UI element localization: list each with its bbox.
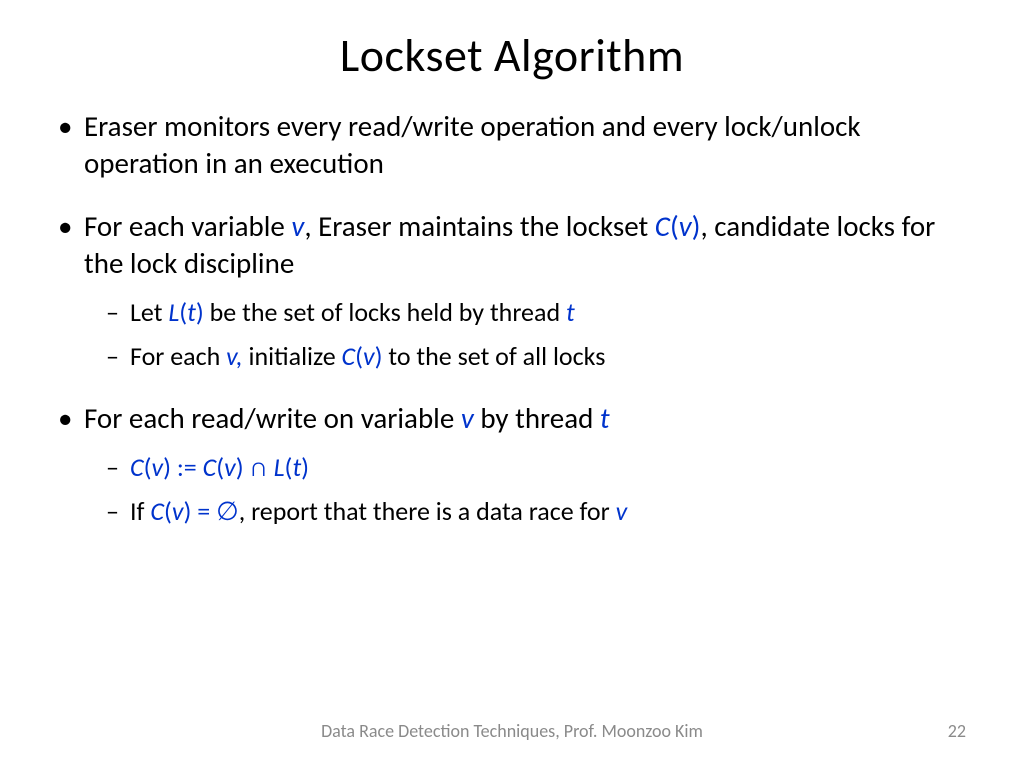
bullet-3: For each read/write on variable v by thr… <box>50 400 974 529</box>
b3s1-pc1: ) <box>163 451 171 483</box>
page-number: 22 <box>948 720 966 742</box>
b3s2-v: v <box>172 495 184 527</box>
bullet-1-text: Eraser monitors every read/write operati… <box>84 108 861 181</box>
b2s1-po: ( <box>179 296 187 328</box>
bullet-2-sub-1: Let L(t) be the set of locks held by thr… <box>84 296 974 330</box>
b3s1-v2: v <box>224 451 236 483</box>
b2s1-t: t <box>187 296 196 328</box>
b3s1-pc2: ) <box>236 451 244 483</box>
b2s2-pre: For each <box>130 340 226 372</box>
b3s2-empty: ∅ <box>216 495 239 527</box>
b3-t: t <box>600 400 610 436</box>
b2s1-pc: ) <box>196 296 204 328</box>
b3-v: v <box>461 400 474 436</box>
b2s2-pc: ) <box>375 340 383 372</box>
b3-pre: For each read/write on variable <box>84 400 461 436</box>
b2s2-mid: initialize <box>243 340 342 372</box>
footer-text: Data Race Detection Techniques, Prof. Mo… <box>0 720 1024 742</box>
b2s1-t2: t <box>566 296 575 328</box>
b3s2-pre: If <box>130 495 150 527</box>
b2-C: C <box>655 208 670 244</box>
bullet-2: For each variable v, Eraser maintains th… <box>50 208 974 374</box>
bullet-2-sub-2: For each v, initialize C(v) to the set o… <box>84 340 974 374</box>
b2s2-v2: v <box>363 340 375 372</box>
b3s1-pc3: ) <box>301 451 309 483</box>
b2s1-pre: Let <box>130 296 168 328</box>
b2-mid: , Eraser maintains the lockset <box>304 208 654 244</box>
b3-mid: by thread <box>474 400 600 436</box>
b2s2-C: C <box>342 340 356 372</box>
b3s1-v1: v <box>151 451 163 483</box>
b2-var-v: v <box>291 208 304 244</box>
b3s1-C2: C <box>203 451 217 483</box>
bullet-3-sublist: C(v) := C(v) ∩ L(t) If C(v) = ∅, report … <box>84 451 974 529</box>
slide-title: Lockset Algorithm <box>50 28 974 84</box>
b3s2-mid: , report that there is a data race for <box>239 495 616 527</box>
b3s2-eq: = <box>191 495 216 527</box>
b2-po: ( <box>670 208 679 244</box>
b2s2-v: v <box>226 340 236 372</box>
bullet-list: Eraser monitors every read/write operati… <box>50 108 974 529</box>
b3s1-C1: C <box>130 451 144 483</box>
b3s2-po: ( <box>164 495 172 527</box>
bullet-1: Eraser monitors every read/write operati… <box>50 108 974 182</box>
b3s1-assign: := <box>171 451 203 483</box>
b2s2-post: to the set of all locks <box>383 340 606 372</box>
b3s2-v2: v <box>616 495 628 527</box>
b2s2-po: ( <box>355 340 363 372</box>
b3s1-cap: ∩ <box>244 451 274 483</box>
b3s1-L: L <box>274 451 285 483</box>
bullet-2-sublist: Let L(t) be the set of locks held by thr… <box>84 296 974 374</box>
b2s1-mid: be the set of locks held by thread <box>204 296 566 328</box>
b3s1-po2: ( <box>216 451 224 483</box>
b2s1-L: L <box>168 296 179 328</box>
b2-v2: v <box>679 208 692 244</box>
slide: Lockset Algorithm Eraser monitors every … <box>0 0 1024 768</box>
bullet-3-sub-1: C(v) := C(v) ∩ L(t) <box>84 451 974 485</box>
bullet-3-sub-2: If C(v) = ∅, report that there is a data… <box>84 495 974 529</box>
b2-pre: For each variable <box>84 208 291 244</box>
b3s2-C: C <box>150 495 164 527</box>
b3s1-t: t <box>292 451 301 483</box>
